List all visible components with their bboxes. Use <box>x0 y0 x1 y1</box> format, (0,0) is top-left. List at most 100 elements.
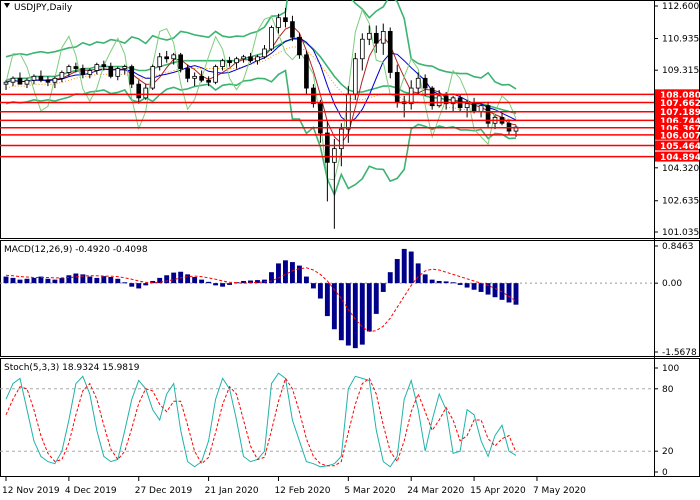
macd-bar <box>192 277 198 284</box>
candle-body <box>31 75 37 81</box>
bollinger-lower <box>5 69 517 197</box>
level-label: 106.007 <box>660 131 700 141</box>
x-tick-label: 7 May 2020 <box>533 486 586 496</box>
macd-bar <box>227 283 233 285</box>
level-label: 107.189 <box>660 108 700 118</box>
price-layer <box>3 0 519 229</box>
symbol-triangle-icon <box>4 3 10 8</box>
candle-body <box>297 36 302 56</box>
candle-body <box>485 105 491 124</box>
candle-body <box>157 56 163 67</box>
price-tick-label: 104.320 <box>662 164 699 174</box>
candle-body <box>415 77 421 89</box>
candle-body <box>185 68 190 79</box>
macd-bar <box>513 283 519 305</box>
macd-bar <box>289 262 295 284</box>
macd-bar <box>185 274 191 284</box>
stoch-layer: 100 80 20 0 <box>0 364 679 478</box>
candle-body <box>352 58 358 95</box>
macd-tick-label: 0.8463 <box>662 242 694 252</box>
price-tick-label: 112.600 <box>662 2 699 12</box>
macd-bar <box>122 282 128 284</box>
candle-body <box>359 38 365 60</box>
candle-body <box>227 60 232 64</box>
macd-bar <box>450 282 456 284</box>
macd-layer: 0.8463 0.00 -1.5678 <box>0 242 697 358</box>
macd-bar <box>464 283 470 288</box>
candle-body <box>87 70 93 75</box>
macd-bar <box>485 283 491 295</box>
macd-bar <box>199 279 205 284</box>
stoch-tick-label: 20 <box>662 447 674 457</box>
macd-bar <box>422 274 428 284</box>
macd-bar <box>80 274 86 284</box>
macd-bar <box>373 283 379 314</box>
x-tick-label: 15 Apr 2020 <box>470 486 526 496</box>
candle-body <box>262 48 267 58</box>
stoch-title: Stoch(5,3,3) 18.9324 15.9819 <box>4 363 140 373</box>
candle-body <box>311 87 316 105</box>
candle-body <box>373 32 379 44</box>
macd-bar <box>380 283 386 292</box>
candle-body <box>325 132 330 163</box>
macd-bar <box>150 280 156 284</box>
candle-body <box>380 31 386 44</box>
candle-body <box>115 68 121 77</box>
macd-bar <box>296 265 302 284</box>
candle-body <box>38 75 44 81</box>
macd-bar <box>408 251 414 284</box>
candle-body <box>17 77 23 85</box>
macd-bar <box>17 279 23 284</box>
candle-body <box>66 66 72 73</box>
ichimoku-cloud-line <box>5 46 517 122</box>
x-tick-label: 27 Dec 2019 <box>135 486 193 496</box>
candle-body <box>450 97 456 105</box>
macd-bar <box>101 276 107 284</box>
candle-body <box>269 27 274 50</box>
candle-body <box>171 54 176 60</box>
candle-body <box>304 54 309 89</box>
stoch-tick-label: 0 <box>662 468 668 478</box>
macd-bar <box>283 260 288 284</box>
macd-bar <box>352 283 358 349</box>
macd-bar <box>3 276 9 284</box>
candle-body <box>429 87 435 107</box>
macd-bar <box>338 283 344 341</box>
price-tick-label: 109.315 <box>662 66 699 76</box>
level-label: 106.367 <box>660 124 700 134</box>
candle-body <box>73 66 79 69</box>
level-tag <box>655 129 699 140</box>
candle-body <box>164 56 170 60</box>
level-label: 108.080 <box>660 91 700 101</box>
bollinger-upper <box>5 0 517 90</box>
macd-bar <box>506 283 512 303</box>
macd-tick-label: 0.00 <box>662 279 682 289</box>
stoch-k-line <box>5 372 517 468</box>
x-tick-label: 5 Mar 2020 <box>344 486 396 496</box>
level-label: 106.744 <box>660 117 700 127</box>
macd-bar <box>471 283 477 290</box>
macd-bar <box>276 263 281 284</box>
oscillating-line <box>5 8 517 181</box>
candle-body <box>366 32 372 40</box>
level-label: 105.464 <box>660 142 700 152</box>
candle-body <box>248 56 253 62</box>
macd-bar <box>317 283 323 299</box>
macd-bar <box>213 283 219 286</box>
candle-body <box>478 105 484 112</box>
x-tick-label: 24 Mar 2020 <box>407 486 464 496</box>
candle-body <box>394 72 400 103</box>
candle-body <box>339 128 344 150</box>
macd-bar <box>401 248 407 284</box>
stoch-d-line <box>5 377 517 467</box>
level-tag <box>655 115 699 126</box>
macd-bar <box>220 283 226 287</box>
macd-bar <box>45 278 51 284</box>
macd-bar <box>31 277 37 284</box>
candle-body <box>108 66 114 77</box>
macd-bar <box>429 279 435 284</box>
moving-average-blue <box>5 37 517 124</box>
macd-bar <box>345 283 351 346</box>
level-tag <box>655 140 699 151</box>
macd-tick-label: -1.5678 <box>662 348 697 358</box>
